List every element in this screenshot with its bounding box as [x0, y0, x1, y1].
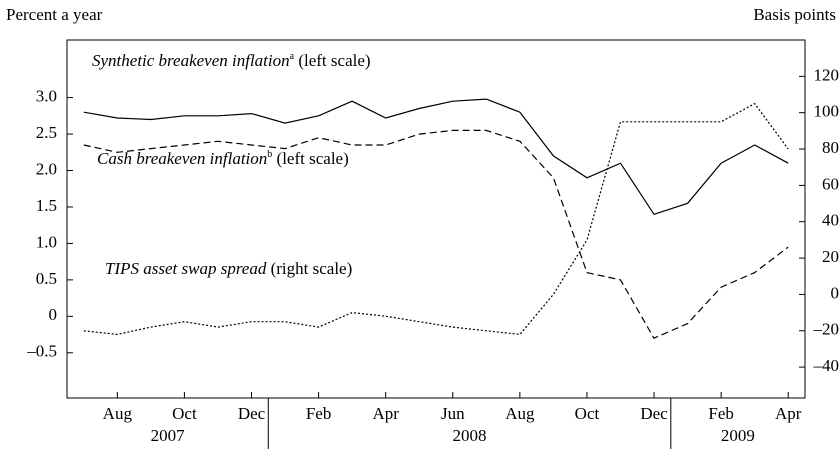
series-line — [83, 98, 789, 216]
y2-tick-label: 100 — [814, 102, 840, 121]
y-tick-label: 0.5 — [36, 269, 57, 288]
y-tick-label: 2.5 — [36, 123, 57, 142]
x-tick-label: Oct — [172, 404, 197, 423]
x-tick-label: Aug — [505, 404, 535, 423]
y2-tick-label: 40 — [822, 211, 839, 230]
y-tick-label: 0 — [49, 305, 58, 324]
y-tick-label: –0.5 — [26, 342, 57, 361]
x-tick-label: Feb — [306, 404, 332, 423]
y-tick-label: 1.5 — [36, 196, 57, 215]
series-line — [83, 102, 789, 336]
x-tick-label: Dec — [640, 404, 668, 423]
y2-tick-label: 20 — [822, 247, 839, 266]
annotation: TIPS asset swap spread (right scale) — [105, 259, 352, 278]
plot-frame — [66, 39, 806, 399]
x-tick-label: Apr — [775, 404, 802, 423]
y2-tick-label: 0 — [831, 283, 840, 302]
y2-tick-label: 60 — [822, 174, 839, 193]
y2-tick-label: –20 — [813, 320, 840, 339]
y-tick-label: 3.0 — [36, 87, 57, 106]
year-label: 2008 — [453, 426, 487, 445]
y2-axis-label: Basis points — [753, 5, 836, 24]
y-tick-label: 1.0 — [36, 232, 57, 251]
y-tick-label: 2.0 — [36, 159, 57, 178]
annotation: Cash breakeven inflationb (left scale) — [97, 149, 349, 168]
x-tick-label: Dec — [238, 404, 266, 423]
year-label: 2009 — [721, 426, 755, 445]
annotation: Synthetic breakeven inflationa (left sca… — [92, 51, 371, 70]
x-tick-label: Jun — [441, 404, 465, 423]
x-tick-label: Feb — [708, 404, 734, 423]
x-tick-label: Oct — [575, 404, 600, 423]
year-label: 2007 — [151, 426, 186, 445]
y2-tick-label: –40 — [813, 356, 840, 375]
y2-tick-label: 120 — [814, 65, 840, 84]
series-line — [83, 129, 789, 339]
y2-tick-label: 80 — [822, 138, 839, 157]
x-tick-label: Aug — [103, 404, 133, 423]
x-tick-label: Apr — [372, 404, 399, 423]
y-axis-label: Percent a year — [6, 5, 103, 24]
